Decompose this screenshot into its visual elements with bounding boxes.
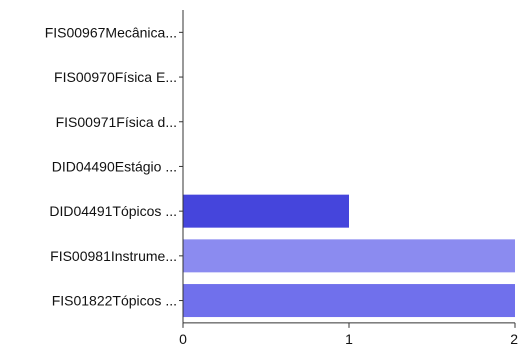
x-axis-ticks: 0 1 2 (179, 323, 518, 347)
category-label: FIS00971Física d... (56, 114, 177, 130)
bars-group (183, 195, 515, 317)
category-label: FIS01822Tópicos ... (52, 293, 177, 309)
bar (183, 239, 515, 272)
category-label: FIS00981Instrume... (50, 248, 177, 264)
bar (183, 284, 515, 317)
x-tick-label: 0 (179, 331, 187, 347)
category-tick-marks (179, 32, 183, 300)
category-labels: FIS00967Mecânica... FIS00970Física E... FI… (45, 24, 177, 308)
x-tick-label: 2 (510, 331, 518, 347)
category-label: FIS00970Física E... (54, 69, 177, 85)
bar (183, 195, 349, 228)
category-label: DID04490Estágio ... (52, 158, 177, 174)
x-tick-label: 1 (345, 331, 353, 347)
category-label: FIS00967Mecânica... (45, 24, 177, 40)
category-label: DID04491Tópicos ... (49, 203, 177, 219)
